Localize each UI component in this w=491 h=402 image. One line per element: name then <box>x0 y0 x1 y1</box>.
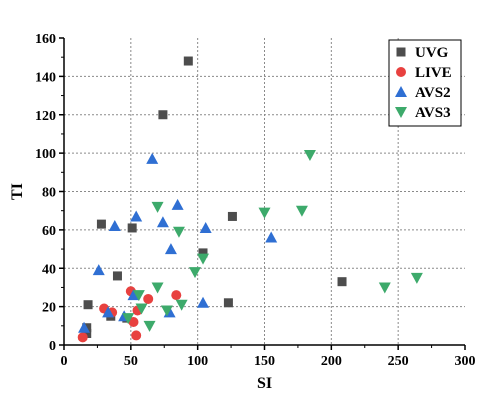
grid-lines <box>64 38 465 345</box>
avs2-point <box>164 243 177 255</box>
avs3-point <box>151 282 164 294</box>
avs2-point <box>130 210 143 222</box>
live-point <box>128 316 139 327</box>
y-tick-label: 60 <box>42 224 56 239</box>
uvg-point <box>183 56 193 66</box>
avs3-point <box>295 205 308 217</box>
avs3-point <box>175 299 188 311</box>
avs2-point <box>92 264 105 276</box>
avs3-point <box>143 320 156 332</box>
uvg-point <box>223 298 233 308</box>
legend-marker-uvg <box>396 47 406 57</box>
avs3-point <box>258 207 271 219</box>
y-tick-label: 80 <box>42 186 56 201</box>
y-tick-label: 100 <box>35 147 56 162</box>
avs2-point <box>127 289 140 301</box>
avs2-point <box>102 306 115 318</box>
data-points <box>77 56 423 343</box>
live-point <box>171 290 182 301</box>
avs3-point <box>135 303 148 315</box>
uvg-point <box>112 271 122 281</box>
legend-marker-avs2 <box>395 86 407 97</box>
live-point <box>143 293 154 304</box>
uvg-point <box>158 110 168 120</box>
y-tick-label: 40 <box>42 262 56 277</box>
x-tick-label: 50 <box>124 354 138 369</box>
x-tick-label: 300 <box>455 354 476 369</box>
x-tick-label: 150 <box>254 354 275 369</box>
legend-label-live: LIVE <box>415 65 452 81</box>
avs3-point <box>303 150 316 162</box>
avs3-point <box>410 272 423 284</box>
x-axis-title: SI <box>257 375 272 392</box>
y-tick-label: 120 <box>35 109 56 124</box>
avs2-point <box>197 296 210 308</box>
legend: UVG LIVE AVS2 AVS3 <box>388 39 462 127</box>
uvg-point <box>198 248 208 258</box>
avs3-point <box>151 201 164 213</box>
axes: 0 50 100 150 200 250 300 0 20 40 60 80 100 120 140 160 <box>35 32 476 369</box>
avs3-point <box>132 290 145 302</box>
x-tick-label: 100 <box>187 354 208 369</box>
x-tick-label: 0 <box>61 354 68 369</box>
live-point <box>77 332 88 343</box>
legend-label-avs3: AVS3 <box>415 105 451 121</box>
avs2-point <box>199 221 212 233</box>
uvg-point <box>83 300 93 310</box>
avs2-point <box>171 198 184 210</box>
avs3-point <box>160 305 173 317</box>
y-tick-label: 20 <box>42 301 56 316</box>
x-tick-label: 200 <box>321 354 342 369</box>
y-tick-label: 0 <box>49 339 56 354</box>
legend-label-avs2: AVS2 <box>415 85 451 101</box>
avs3-point <box>122 313 135 325</box>
legend-marker-avs3 <box>395 107 407 118</box>
y-tick-label: 140 <box>35 70 56 85</box>
y-axis-title: TI <box>9 183 26 200</box>
legend-marker-live <box>396 67 406 77</box>
live-point <box>131 330 142 341</box>
avs3-point <box>188 267 201 279</box>
avs3-point <box>378 282 391 294</box>
avs2-point <box>78 321 91 333</box>
uvg-point <box>96 219 106 229</box>
legend-label-uvg: UVG <box>415 45 449 61</box>
avs2-point <box>146 152 159 164</box>
avs2-point <box>156 216 169 228</box>
avs2-point <box>108 220 121 232</box>
uvg-point <box>127 223 137 233</box>
y-tick-label: 160 <box>35 32 56 47</box>
avs2-point <box>265 231 278 243</box>
avs3-point <box>197 253 210 265</box>
uvg-point <box>82 328 92 338</box>
x-tick-label: 250 <box>388 354 409 369</box>
avs3-point <box>172 226 185 238</box>
uvg-point <box>337 277 347 287</box>
uvg-point <box>227 211 237 221</box>
